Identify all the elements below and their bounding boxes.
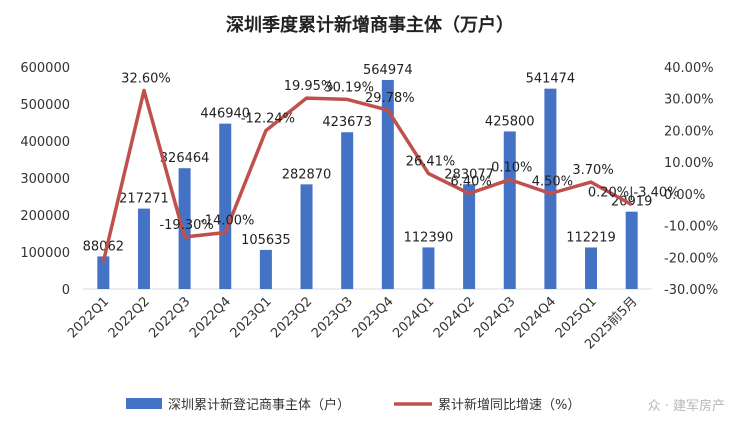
left-tick-label: 300000 (20, 172, 70, 187)
line-value-label: -14.00% (200, 214, 254, 229)
bar (422, 247, 435, 289)
bar (97, 256, 110, 289)
line-value-label: 32.60% (121, 71, 171, 86)
right-axis: -30.00% -20.00% -10.00% 0.00% 10.00% 20.00% 30… (664, 61, 718, 298)
right-tick-label: 20.00% (664, 124, 714, 139)
line-value-label: 0.20%|-3.40% (588, 186, 680, 201)
bar-value-label: 423673 (322, 115, 372, 130)
bar (381, 79, 394, 289)
left-tick-label: 0 (62, 283, 70, 298)
bar (137, 208, 150, 289)
line-value-label: 26.41% (406, 155, 456, 170)
line-value-label: 19.95% (284, 79, 334, 94)
line-value-label: 0.10% (491, 161, 532, 176)
left-tick-label: 100000 (20, 246, 70, 261)
legend-bar-swatch (126, 398, 162, 409)
legend-bar-label: 深圳累计新登记商事主体（户） (168, 397, 350, 413)
right-tick-label: 10.00% (664, 156, 714, 171)
left-tick-label: 200000 (20, 209, 70, 224)
right-tick-label: -20.00% (664, 251, 718, 266)
line-value-label: 29.78% (365, 91, 415, 106)
bar-value-label: 112219 (566, 230, 616, 245)
line-value-label: 4.50% (532, 175, 573, 190)
right-tick-label: -10.00% (664, 220, 718, 235)
bar-data-labels: 88062 217271 326464 446940 105635 282870 42367… (83, 63, 653, 254)
bar-value-label: 326464 (160, 151, 210, 166)
right-tick-label: 0.00% (664, 188, 705, 203)
left-tick-label: 500000 (20, 98, 70, 113)
bar (219, 123, 232, 289)
line-value-label: -12.24% (241, 112, 295, 127)
bar-value-label: 564974 (363, 63, 413, 78)
legend-line-label: 累计新增同比增速（%） (438, 397, 580, 413)
left-axis: 0 100000 200000 300000 400000 500000 600000 (20, 61, 70, 298)
bar-value-label: 446940 (200, 107, 250, 122)
bar-value-label: 105635 (241, 233, 291, 248)
left-tick-label: 400000 (20, 135, 70, 150)
bar (544, 88, 557, 289)
line-value-label: 30.19% (324, 80, 374, 95)
watermark: 众 · 建军房产 (648, 398, 725, 414)
bar-value-label: 541474 (526, 72, 576, 87)
chart-title: 深圳季度累计新增商事主体（万户） (226, 14, 514, 36)
bar-value-label: 425800 (485, 114, 535, 129)
bar (585, 247, 598, 289)
bar-series (97, 79, 638, 289)
right-tick-label: 30.00% (664, 93, 714, 108)
left-tick-label: 600000 (20, 61, 70, 76)
bar (259, 249, 272, 289)
bar-value-label: 283077 (444, 167, 494, 182)
line-value-label: 3.70% (572, 163, 613, 178)
right-tick-label: -30.00% (664, 283, 718, 298)
bar (178, 168, 191, 289)
bar-value-label: 217271 (119, 192, 169, 207)
bar (625, 211, 638, 289)
line-data-labels: 32.60%-19.30%-14.00%-12.24%19.95%30.19%2… (121, 71, 679, 233)
bar (341, 132, 354, 289)
bar-value-label: 88062 (83, 239, 124, 254)
bar (503, 131, 516, 289)
bar-value-label: 282870 (282, 167, 332, 182)
growth-rate-line (101, 88, 633, 263)
bar (463, 184, 476, 289)
line-value-label: 6.40% (450, 175, 491, 190)
bar-value-label: 112390 (404, 230, 454, 245)
legend: 深圳累计新登记商事主体（户） 累计新增同比增速（%） (126, 397, 580, 413)
right-tick-label: 40.00% (664, 61, 714, 76)
line-value-label: -19.30% (159, 218, 213, 233)
bar (300, 184, 313, 289)
